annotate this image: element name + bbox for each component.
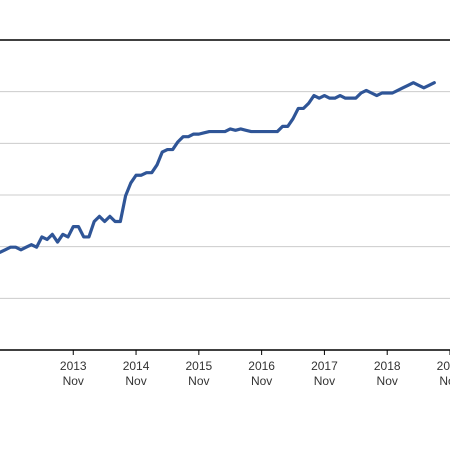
x-tick-label-month: Nov xyxy=(125,374,146,388)
x-tick-label-month: Nov xyxy=(439,374,450,388)
grid-lines xyxy=(0,91,450,299)
x-tick-label-month: Nov xyxy=(251,374,272,388)
x-tick-label-year: 2017 xyxy=(311,359,338,373)
x-tick-label-year: 2014 xyxy=(123,359,150,373)
x-tick-label-month: Nov xyxy=(377,374,398,388)
x-tick-label-year: 2018 xyxy=(374,359,401,373)
x-tick-label-year: 2013 xyxy=(60,359,87,373)
x-axis-ticks: 2013Nov2014Nov2015Nov2016Nov2017Nov2018N… xyxy=(60,350,450,388)
x-tick-label-month: Nov xyxy=(314,374,335,388)
x-tick-label-year: 2016 xyxy=(248,359,275,373)
x-tick-label-year: 2019 xyxy=(437,359,450,373)
series-line xyxy=(0,81,436,254)
x-tick-label-month: Nov xyxy=(188,374,209,388)
x-tick-label-year: 2015 xyxy=(185,359,212,373)
x-tick-label-month: Nov xyxy=(63,374,84,388)
